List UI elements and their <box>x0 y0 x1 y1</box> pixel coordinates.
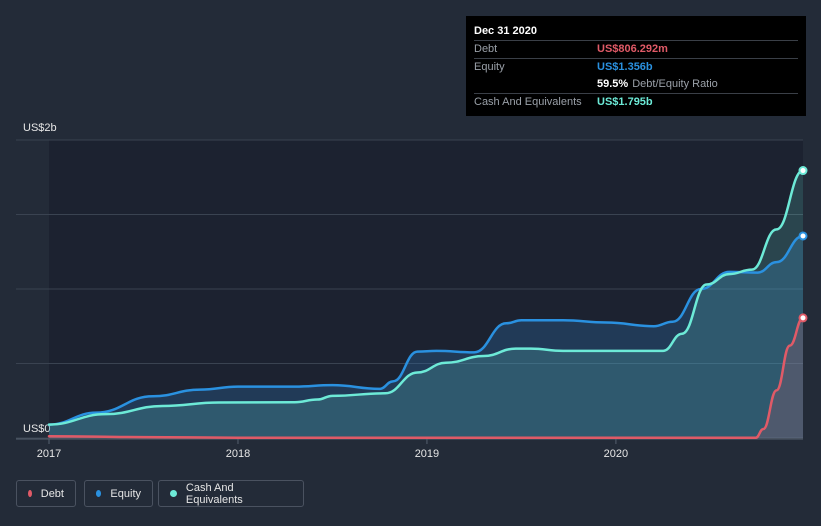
tooltip-debt-label: Debt <box>474 43 498 55</box>
cash-legend-dot-icon <box>170 490 177 497</box>
y-tick-label-1: US$2b <box>23 122 57 134</box>
equity-end-point <box>798 231 808 241</box>
cash-line <box>47 169 805 426</box>
equity-line <box>47 234 805 426</box>
debt-line <box>47 316 805 439</box>
tooltip-ratio-row: 59.5% Debt/Equity Ratio <box>474 76 798 93</box>
tooltip-debt-row: Debt US$806.292m <box>474 40 798 58</box>
cash-area <box>49 170 803 439</box>
legend-equity-label: Equity <box>110 487 141 500</box>
debt-end-point <box>798 313 808 323</box>
equity-legend-dot-icon <box>96 490 102 497</box>
cash-end-point <box>798 166 808 176</box>
tooltip-equity-label: Equity <box>474 61 505 73</box>
tooltip-cash-value: US$1.795b <box>597 96 653 108</box>
legend-cash-label: Cash And Equivalents <box>185 481 243 506</box>
x-tick-label-1: 2018 <box>226 448 250 460</box>
debt-legend-dot-icon <box>28 490 32 497</box>
tooltip-debt-value: US$806.292m <box>597 43 668 55</box>
tooltip-date: Dec 31 2020 <box>474 25 537 37</box>
tooltip-cash-label: Cash And Equivalents <box>474 96 582 108</box>
y-tick-label-0: US$0 <box>23 423 51 435</box>
tooltip-cash-row: Cash And Equivalents US$1.795b <box>474 93 798 111</box>
tooltip-equity-row: Equity US$1.356b <box>474 58 798 76</box>
tooltip-ratio-label: Debt/Equity Ratio <box>632 78 718 90</box>
x-tick-label-2: 2019 <box>415 448 439 460</box>
legend-item-debt[interactable]: Debt <box>16 480 76 507</box>
legend-debt-label: Debt <box>40 487 64 500</box>
legend-item-cash[interactable]: Cash And Equivalents <box>158 480 304 507</box>
tooltip-equity-value: US$1.356b <box>597 61 653 73</box>
legend-item-equity[interactable]: Equity <box>84 480 153 507</box>
x-tick-label-0: 2017 <box>37 448 61 460</box>
tooltip-ratio-value: 59.5% <box>597 78 629 90</box>
x-tick-label-3: 2020 <box>604 448 628 460</box>
chart-tooltip: Dec 31 2020 Debt US$806.292m Equity US$1… <box>466 16 806 116</box>
